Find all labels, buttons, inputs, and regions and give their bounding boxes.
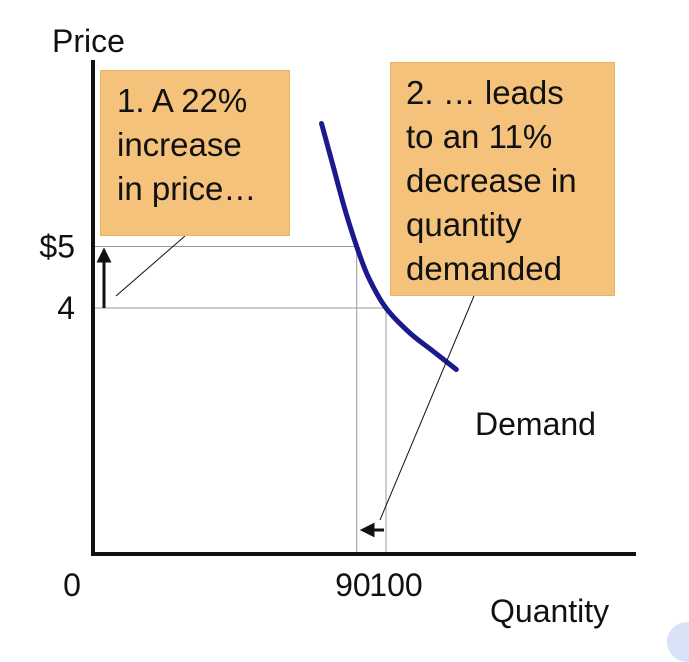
x-tick-label: 100 (369, 567, 422, 603)
x-axis-title: Quantity (490, 593, 609, 629)
callout-pointer-quantity (379, 295, 475, 521)
annotation-box2-line: decrease in (406, 162, 577, 199)
annotation-box-price-increase: 1. A 22% increase in price… (100, 70, 290, 236)
annotation-box2-line: demanded (406, 250, 562, 287)
y-tick-label: $5 (39, 229, 75, 265)
callout-pointer-price (115, 235, 186, 297)
annotation-box2-line: 2. … leads (406, 74, 564, 111)
annotation-box1-line: increase (117, 126, 242, 163)
y-tick-label: 4 (57, 290, 75, 326)
demand-series-label: Demand (475, 406, 596, 442)
annotation-box2-line: quantity (406, 206, 522, 243)
demand-curve-series (319, 121, 459, 372)
annotation-box1-line: in price… (117, 170, 257, 207)
x-tick-label: 90 (335, 567, 371, 603)
y-axis-title: Price (52, 23, 125, 59)
annotation-box-quantity-decrease: 2. … leads to an 11% decrease in quantit… (390, 62, 615, 296)
annotation-box2-line: to an 11% (406, 118, 553, 155)
annotation-box1-line: 1. A 22% (117, 82, 248, 119)
x-tick-label: 0 (63, 567, 81, 603)
